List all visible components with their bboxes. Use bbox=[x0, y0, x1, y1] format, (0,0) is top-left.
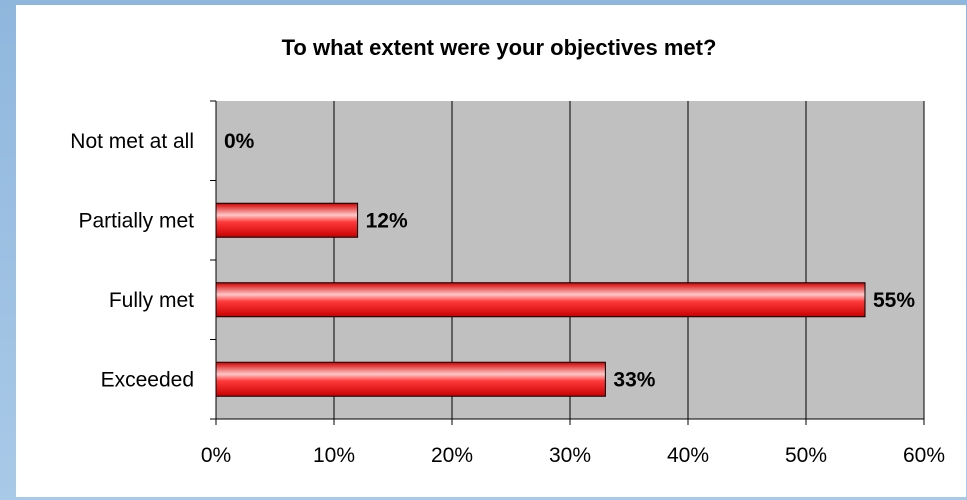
x-tick-label: 0% bbox=[201, 444, 231, 467]
data-label: 55% bbox=[873, 289, 915, 312]
category-label: Partially met bbox=[78, 209, 194, 232]
chart-panel: To what extent were your objectives met?… bbox=[16, 5, 966, 497]
x-tick-label: 10% bbox=[313, 444, 355, 467]
data-label: 12% bbox=[366, 209, 408, 232]
category-label: Exceeded bbox=[101, 368, 194, 391]
chart-title: To what extent were your objectives met? bbox=[282, 35, 717, 60]
category-label: Not met at all bbox=[70, 130, 194, 153]
x-tick-label: 60% bbox=[903, 444, 945, 467]
category-label: Fully met bbox=[109, 289, 194, 312]
x-tick-label: 30% bbox=[549, 444, 591, 467]
bar bbox=[215, 361, 606, 397]
bar bbox=[215, 202, 359, 238]
data-label: 0% bbox=[224, 130, 255, 153]
x-tick-label: 40% bbox=[667, 444, 709, 467]
data-label: 33% bbox=[613, 368, 655, 391]
x-tick-label: 20% bbox=[431, 444, 473, 467]
bar bbox=[215, 282, 866, 318]
bar-chart: To what extent were your objectives met?… bbox=[70, 35, 945, 467]
x-tick-label: 50% bbox=[785, 444, 827, 467]
